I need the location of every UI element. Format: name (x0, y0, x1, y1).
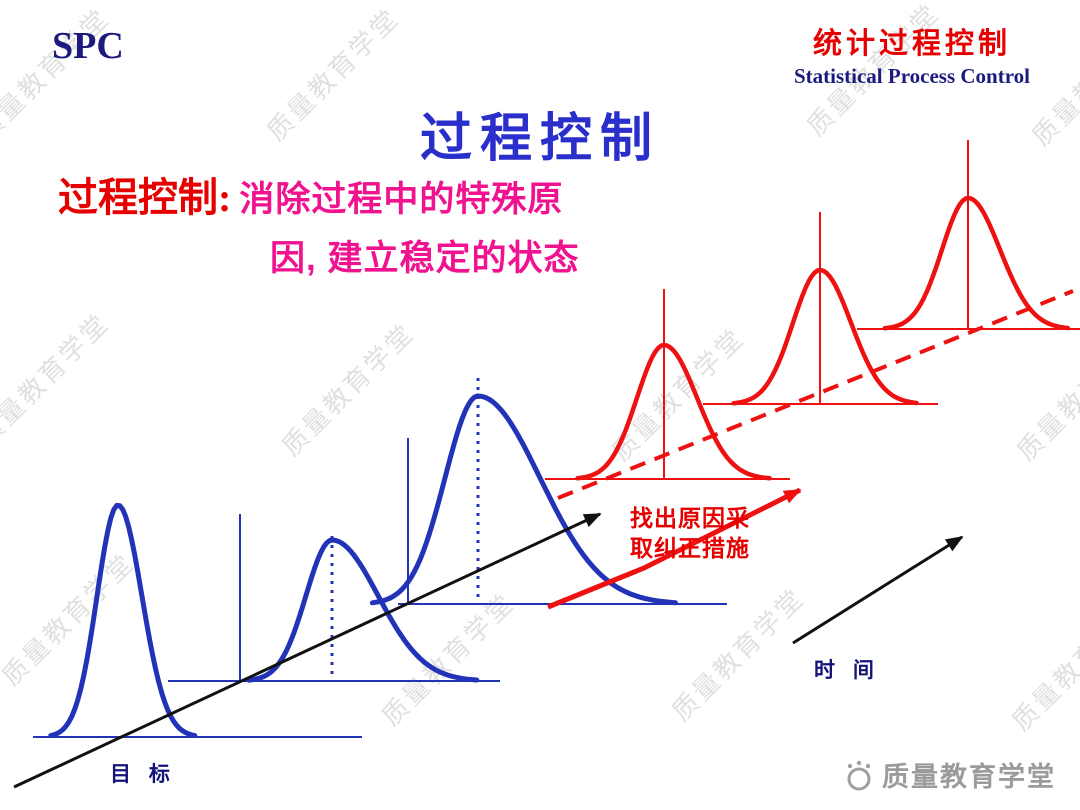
spc-label: SPC (52, 25, 124, 67)
page-title: 过程控制 (419, 110, 660, 168)
diagram-layer (13, 140, 1080, 789)
lead-line2: 因, 建立稳定的状态 (270, 239, 580, 278)
lead-label: 过程控制: (58, 175, 232, 220)
cause-annotation: 找出原因采 取纠正措施 (630, 503, 750, 563)
header-right: 统计过程控制 Statistical Process Control (794, 20, 1030, 89)
header-title-cn: 统计过程控制 (812, 28, 1011, 60)
time-label: 时 间 (814, 659, 880, 682)
brand-name: 质量教育学堂 (882, 762, 1056, 792)
cause-annotation-line1: 找出原因采 (630, 505, 750, 531)
brand-logo-icon (847, 760, 871, 790)
target-label: 目 标 (110, 763, 176, 786)
cause-annotation-line2: 取纠正措施 (630, 535, 750, 561)
lead-text: 过程控制: 消除过程中的特殊原 因, 建立稳定的状态 (58, 172, 738, 292)
brand-footer: 质量教育学堂 (842, 755, 1056, 794)
header-title-en: Statistical Process Control (793, 64, 1030, 88)
lead-line1: 消除过程中的特殊原 (239, 180, 564, 219)
